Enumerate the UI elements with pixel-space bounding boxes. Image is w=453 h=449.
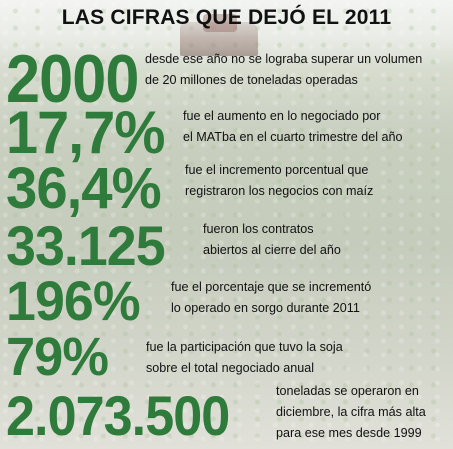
stat-description-line: el MATba en el cuarto trimestre del año bbox=[183, 130, 403, 144]
stat-description-line: fue la participación que tuvo la soja bbox=[146, 340, 343, 354]
stat-value: 36,4% bbox=[6, 156, 162, 221]
stat-value: 17,7% bbox=[6, 99, 165, 166]
stat-description-line: registraron los negocios con maíz bbox=[185, 184, 374, 198]
stat-value: 79% bbox=[6, 327, 109, 387]
stat-description-line: lo operado en sorgo durante 2011 bbox=[171, 301, 360, 315]
stat-description-line: de 20 millones de toneladas operadas bbox=[145, 73, 358, 87]
stat-value: 196% bbox=[6, 269, 141, 332]
stat-value: 2000 bbox=[6, 41, 139, 117]
infographic-title: LAS CIFRAS QUE DEJÓ EL 2011 bbox=[61, 6, 392, 29]
stat-description-line: fueron los contratos bbox=[203, 222, 314, 236]
tractor-image bbox=[180, 22, 258, 56]
stat-description-line: toneladas se operaron en bbox=[276, 384, 419, 398]
stat-description-line: para ese mes desde 1999 bbox=[276, 426, 422, 440]
stat-description-line: fue el incremento porcentual que bbox=[185, 163, 369, 177]
stat-description-line: sobre el total negociado anual bbox=[146, 361, 315, 375]
stat-value: 2.073.500 bbox=[6, 384, 230, 447]
stat-description-line: abiertos al cierre del año bbox=[203, 243, 341, 257]
tractor-cab-image bbox=[203, 14, 237, 32]
stat-value: 33.125 bbox=[6, 214, 166, 277]
stat-description-line: fue el aumento en lo negociado por bbox=[183, 109, 381, 123]
stat-description-line: fue el porcentaje que se incrementó bbox=[171, 280, 372, 294]
stat-description-line: desde ese año no se lograba superar un v… bbox=[145, 52, 423, 66]
stat-description-line: diciembre, la cifra más alta bbox=[276, 405, 426, 419]
